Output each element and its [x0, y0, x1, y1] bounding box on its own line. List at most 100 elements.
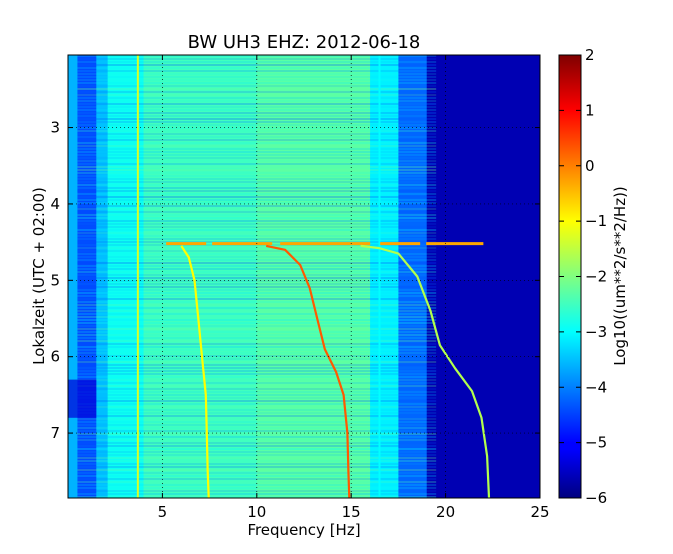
heat-stripe: [77, 337, 437, 339]
heat-stripe: [77, 301, 437, 303]
colorbar-tick-label: −3: [585, 323, 607, 341]
heat-dark-patch: [68, 379, 97, 418]
plot-frame: [67, 54, 541, 499]
heat-stripe: [77, 349, 437, 351]
heat-stripe: [77, 196, 437, 198]
heat-stripe: [77, 124, 437, 126]
x-axis-label: Frequency [Hz]: [247, 521, 360, 539]
heat-stripe: [77, 280, 437, 282]
heat-stripe: [77, 88, 437, 90]
x-tick-label: 15: [342, 503, 361, 521]
heat-stripe: [77, 169, 437, 171]
heat-stripe: [77, 220, 437, 222]
heat-stripe: [77, 313, 437, 315]
heat-stripe: [77, 160, 437, 162]
heat-stripe: [77, 157, 437, 159]
heat-stripe: [77, 385, 437, 387]
heat-stripe: [77, 208, 437, 210]
heat-stripe: [77, 448, 437, 450]
x-tick-label: 20: [436, 503, 455, 521]
heat-stripe: [77, 364, 437, 366]
chart-title: BW UH3 EHZ: 2012-06-18: [188, 32, 421, 53]
x-tick-label: 10: [247, 503, 266, 521]
y-tick-label: 6: [50, 348, 60, 366]
heat-stripe: [77, 205, 437, 207]
heat-stripe: [77, 361, 437, 363]
colorbar-tick-label: −5: [585, 434, 607, 452]
heat-stripe: [77, 256, 437, 258]
heat-stripe: [77, 481, 437, 483]
y-tick-label: 5: [50, 271, 60, 289]
heat-stripe: [77, 73, 437, 75]
heat-stripe: [77, 469, 437, 471]
heat-stripe: [77, 328, 437, 330]
heat-stripe: [77, 121, 437, 123]
heat-band-6: [370, 55, 399, 498]
heat-stripe: [77, 424, 437, 426]
heat-stripe: [77, 61, 437, 63]
grid-lines: [68, 55, 540, 498]
heat-stripe: [77, 289, 437, 291]
heat-stripe: [77, 268, 437, 270]
heat-stripe: [77, 85, 437, 87]
heat-stripe: [77, 265, 437, 267]
heat-stripe: [77, 253, 437, 255]
heat-stripe: [77, 421, 437, 423]
heat-stripe: [77, 436, 437, 438]
heat-stripe: [77, 64, 437, 66]
colorbar-tick-label: 2: [585, 46, 595, 64]
heat-stripe: [77, 112, 437, 114]
colorbar-tick-label: 0: [585, 157, 595, 175]
heat-stripe: [77, 229, 437, 231]
y-axis-ticks: 3 4 5 6 7: [50, 119, 540, 442]
heat-track-0: [180, 245, 210, 498]
heat-stripe: [77, 472, 437, 474]
heat-track-1: [265, 244, 351, 498]
heat-stripe: [77, 304, 437, 306]
colorbar-label: Log10((um**2/s**2/Hz)): [611, 186, 629, 366]
heat-stripe: [77, 277, 437, 279]
heat-stripe: [77, 388, 437, 390]
colorbar-ticks: 2 1 0 −1 −2 −3 −4 −5 −6: [559, 46, 607, 507]
colorbar-tick-label: −1: [585, 212, 607, 230]
colorbar-tick-label: −6: [585, 489, 607, 507]
heat-stripe: [77, 136, 437, 138]
heat-stripe: [77, 193, 437, 195]
heat-band-4: [143, 55, 258, 498]
heat-band-2: [96, 55, 109, 498]
heatmap-vertical-lines: [136, 55, 381, 498]
heat-stripe: [77, 445, 437, 447]
heat-stripe: [77, 397, 437, 399]
heat-stripe: [77, 133, 437, 135]
heat-stripe: [77, 292, 437, 294]
heat-stripe: [77, 457, 437, 459]
y-tick-label: 7: [50, 424, 60, 442]
heat-stripe: [77, 373, 437, 375]
colorbar-tick-label: −4: [585, 378, 607, 396]
heat-stripe: [77, 100, 437, 102]
x-tick-label: 5: [158, 503, 168, 521]
heat-stripe: [77, 376, 437, 378]
heat-track-2: [360, 244, 491, 498]
colorbar-tick-label: 1: [585, 101, 595, 119]
heat-band-7: [398, 55, 428, 498]
heat-band-0: [68, 55, 78, 498]
heat-stripe: [77, 97, 437, 99]
heat-stripe: [77, 316, 437, 318]
heat-stripe: [77, 325, 437, 327]
heat-stripe: [77, 412, 437, 414]
colorbar-tick-label: −2: [585, 268, 607, 286]
heat-stripe: [77, 241, 437, 243]
heat-stripe: [77, 172, 437, 174]
heatmap-tracks: [180, 244, 491, 498]
heat-stripe: [77, 184, 437, 186]
heat-stripe: [77, 76, 437, 78]
heat-stripe: [77, 352, 437, 354]
heat-stripe: [77, 232, 437, 234]
heat-stripe: [77, 148, 437, 150]
x-tick-label: 25: [530, 503, 549, 521]
heat-stripe: [77, 460, 437, 462]
heat-stripe: [77, 217, 437, 219]
x-axis-ticks: 5 10 15 20 25: [158, 55, 550, 521]
